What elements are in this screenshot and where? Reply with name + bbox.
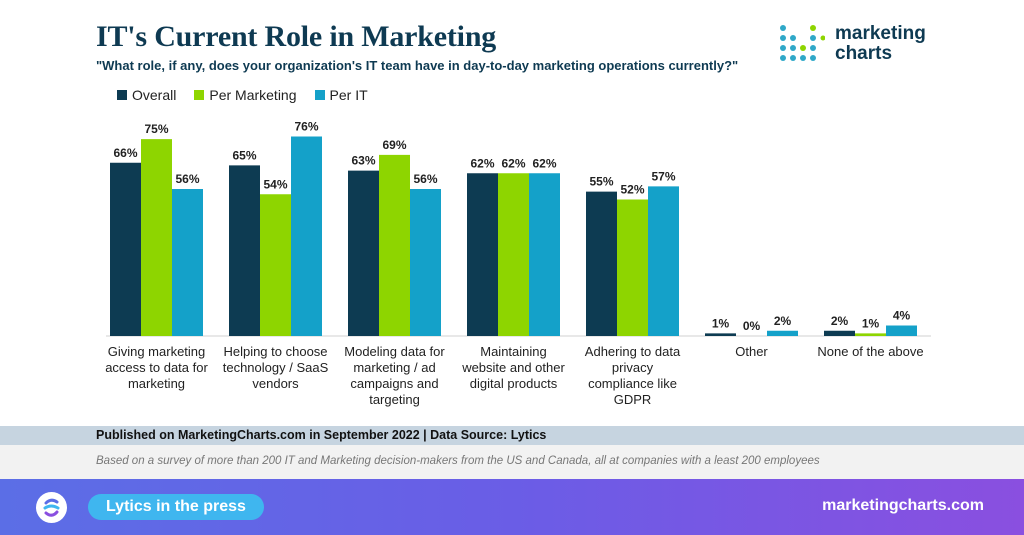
- category-label-0-0: Giving marketing: [108, 344, 206, 359]
- data-label-it-5: 2%: [774, 314, 792, 328]
- bar-marketing-2: [379, 154, 410, 336]
- logo-line-2: charts: [835, 43, 893, 64]
- bar-it-1: [291, 136, 322, 336]
- logo-line-1: marketing: [835, 23, 926, 44]
- bar-overall-3: [467, 173, 498, 336]
- category-label-0-1: access to data for: [105, 360, 208, 375]
- category-label-3-1: website and other: [461, 360, 565, 375]
- data-label-overall-6: 2%: [831, 314, 849, 328]
- data-label-marketing-0: 75%: [144, 122, 168, 136]
- data-label-it-6: 4%: [893, 309, 911, 323]
- logo-text: marketing charts: [835, 24, 926, 64]
- category-label-1-1: technology / SaaS: [223, 360, 329, 375]
- note-bar: Based on a survey of more than 200 IT an…: [0, 445, 1024, 479]
- bar-it-2: [410, 189, 441, 336]
- published-text: Published on MarketingCharts.com in Sept…: [96, 428, 547, 442]
- data-label-it-3: 62%: [532, 156, 556, 170]
- data-label-it-4: 57%: [651, 169, 675, 183]
- bar-marketing-6: [855, 333, 886, 336]
- data-label-overall-2: 63%: [351, 154, 375, 168]
- lytics-mark-icon: [43, 498, 60, 517]
- bar-it-3: [529, 173, 560, 336]
- category-label-3-0: Maintaining: [480, 344, 547, 359]
- bar-it-4: [648, 186, 679, 336]
- data-label-overall-1: 65%: [232, 148, 256, 162]
- published-bar: Published on MarketingCharts.com in Sept…: [0, 426, 1024, 445]
- category-label-4-1: privacy: [612, 360, 654, 375]
- data-label-overall-0: 66%: [113, 146, 137, 160]
- category-label-3-2: digital products: [470, 376, 558, 391]
- legend-label-overall: Overall: [132, 87, 177, 103]
- category-label-0-2: marketing: [128, 376, 185, 391]
- bar-overall-4: [586, 191, 617, 336]
- legend: Overall Per Marketing Per IT: [117, 87, 368, 103]
- bar-marketing-4: [617, 199, 648, 336]
- category-label-2-3: targeting: [369, 392, 420, 407]
- lytics-in-the-press-button[interactable]: Lytics in the press: [88, 494, 264, 520]
- data-label-overall-4: 55%: [589, 175, 613, 189]
- data-label-it-2: 56%: [413, 172, 437, 186]
- data-label-marketing-5: 0%: [743, 319, 761, 333]
- legend-label-it: Per IT: [329, 87, 368, 103]
- legend-item-overall: Overall: [117, 87, 176, 103]
- data-label-marketing-2: 69%: [382, 138, 406, 152]
- bar-overall-6: [824, 330, 855, 336]
- legend-item-marketing: Per Marketing: [194, 87, 297, 103]
- marketingcharts-logo: marketing charts: [779, 24, 926, 64]
- category-label-1-2: vendors: [252, 376, 299, 391]
- legend-swatch-overall: [117, 90, 127, 100]
- category-label-2-1: marketing / ad: [353, 360, 435, 375]
- bar-overall-2: [348, 170, 379, 336]
- legend-swatch-it: [314, 90, 325, 100]
- chart-subtitle: "What role, if any, does your organizati…: [96, 58, 739, 73]
- bar-it-0: [172, 189, 203, 336]
- category-label-1-0: Helping to choose: [223, 344, 327, 359]
- data-label-marketing-6: 1%: [862, 316, 880, 330]
- category-label-4-2: compliance like: [588, 376, 677, 391]
- bar-overall-5: [705, 333, 736, 336]
- bar-overall-1: [229, 165, 260, 336]
- category-label-6-0: None of the above: [817, 344, 923, 359]
- bar-it-5: [767, 330, 798, 336]
- bar-marketing-3: [498, 173, 529, 336]
- data-label-it-0: 56%: [175, 172, 199, 186]
- bar-it-6: [886, 325, 917, 336]
- data-label-marketing-4: 52%: [620, 183, 644, 197]
- footer-banner: Lytics in the press marketingcharts.com: [0, 479, 1024, 535]
- data-label-it-1: 76%: [294, 120, 318, 134]
- footer-url-link[interactable]: marketingcharts.com: [822, 497, 984, 514]
- data-label-overall-3: 62%: [470, 156, 494, 170]
- category-label-4-0: Adhering to data: [585, 344, 681, 359]
- data-label-overall-5: 1%: [712, 316, 730, 330]
- data-label-marketing-1: 54%: [263, 177, 287, 191]
- data-label-marketing-3: 62%: [501, 156, 525, 170]
- chart-title: IT's Current Role in Marketing: [96, 20, 497, 53]
- survey-note: Based on a survey of more than 200 IT an…: [96, 455, 820, 467]
- legend-label-marketing: Per Marketing: [209, 87, 297, 103]
- dots-logo-icon: [780, 25, 825, 61]
- legend-item-it: Per IT: [314, 87, 368, 103]
- category-label-2-0: Modeling data for: [344, 344, 445, 359]
- bar-overall-0: [110, 162, 141, 336]
- category-label-5-0: Other: [735, 344, 768, 359]
- category-label-4-3: GDPR: [614, 392, 652, 407]
- bar-marketing-0: [141, 139, 172, 336]
- bar-marketing-1: [260, 194, 291, 336]
- legend-swatch-marketing: [194, 90, 205, 100]
- category-label-2-2: campaigns and: [350, 376, 438, 391]
- lytics-logo-icon: [36, 492, 67, 523]
